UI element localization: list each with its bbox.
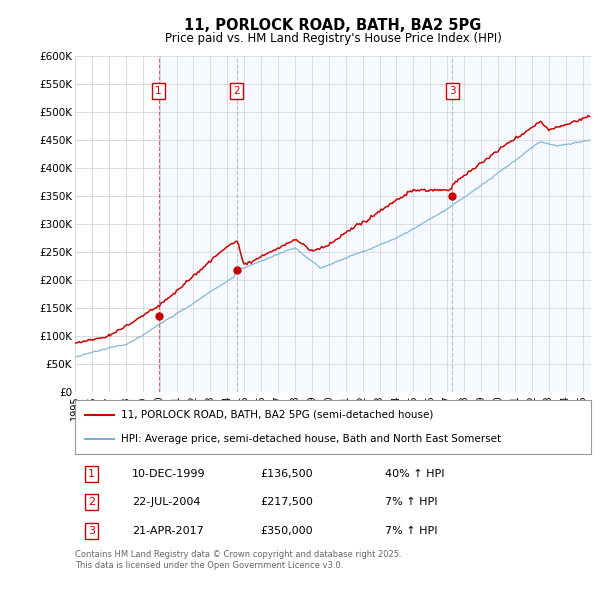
Text: £217,500: £217,500 [261,497,314,507]
Text: 1: 1 [88,469,95,479]
Text: 40% ↑ HPI: 40% ↑ HPI [385,469,444,479]
Text: 22-JUL-2004: 22-JUL-2004 [132,497,200,507]
Text: 10-DEC-1999: 10-DEC-1999 [132,469,205,479]
Bar [158,56,236,392]
Text: 2: 2 [88,497,95,507]
Text: 11, PORLOCK ROAD, BATH, BA2 5PG (semi-detached house): 11, PORLOCK ROAD, BATH, BA2 5PG (semi-de… [121,409,434,419]
Text: 7% ↑ HPI: 7% ↑ HPI [385,497,437,507]
Bar [236,56,591,392]
Text: 1: 1 [155,86,162,96]
Text: HPI: Average price, semi-detached house, Bath and North East Somerset: HPI: Average price, semi-detached house,… [121,434,502,444]
Text: 3: 3 [88,526,95,536]
Text: £350,000: £350,000 [261,526,313,536]
Text: £136,500: £136,500 [261,469,313,479]
Text: 3: 3 [449,86,455,96]
Text: 11, PORLOCK ROAD, BATH, BA2 5PG: 11, PORLOCK ROAD, BATH, BA2 5PG [184,18,482,32]
Text: 7% ↑ HPI: 7% ↑ HPI [385,526,437,536]
Text: Contains HM Land Registry data © Crown copyright and database right 2025.
This d: Contains HM Land Registry data © Crown c… [75,550,401,570]
Text: 2: 2 [233,86,240,96]
Text: 21-APR-2017: 21-APR-2017 [132,526,203,536]
Text: Price paid vs. HM Land Registry's House Price Index (HPI): Price paid vs. HM Land Registry's House … [164,32,502,45]
